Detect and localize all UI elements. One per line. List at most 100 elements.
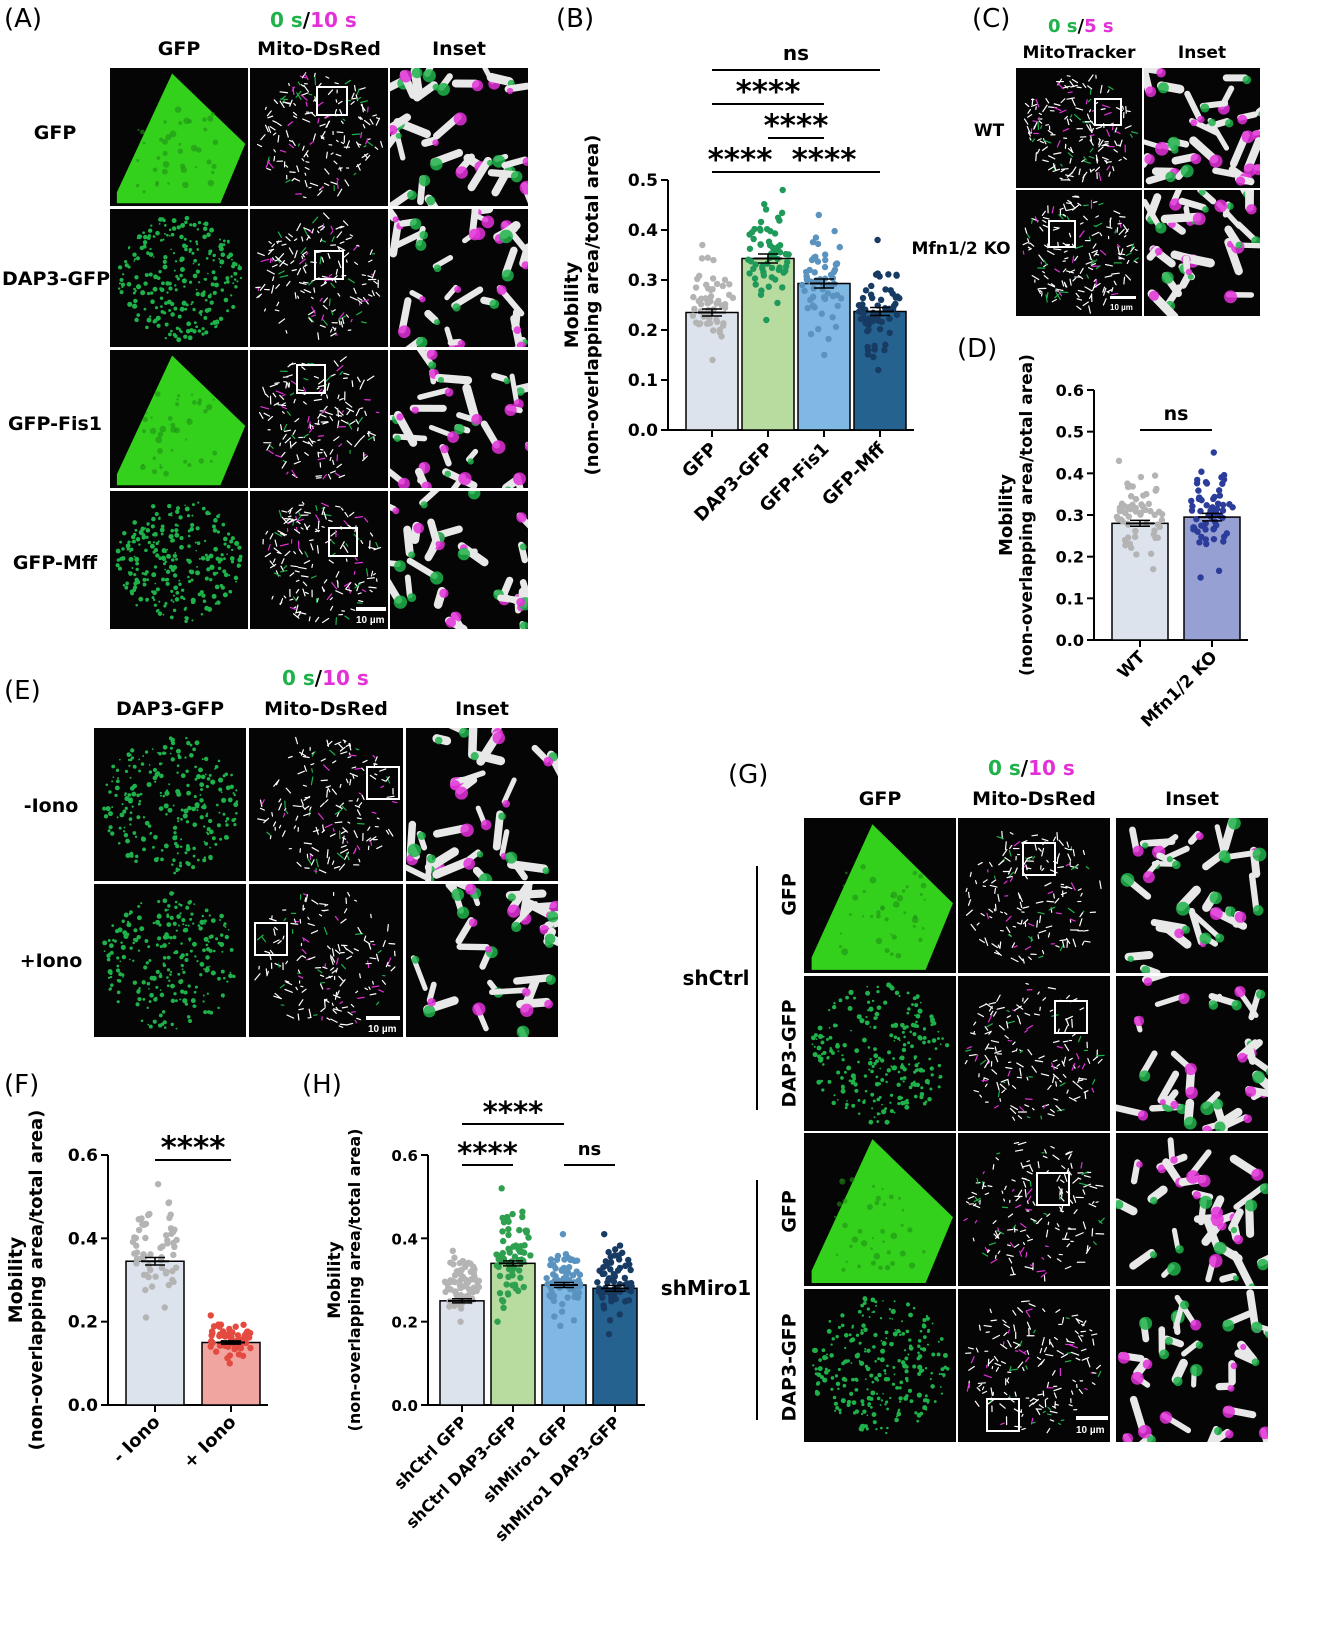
data-point [559,1230,567,1238]
data-point [761,200,768,208]
data-point [814,258,822,265]
mito-image [958,1133,1110,1286]
data-point [457,1318,464,1325]
gfp-image [804,976,956,1131]
data-point [465,1259,472,1267]
data-point [625,1256,632,1264]
data-point [550,1292,558,1300]
data-point [691,305,698,313]
time-separator: / [1020,756,1029,780]
inset-box [1048,220,1076,248]
data-point [876,325,884,333]
data-point [818,310,826,317]
data-point [458,1283,465,1290]
data-point [165,1281,173,1289]
y-tick-label: 0.6 [68,1146,98,1166]
data-point [716,329,723,336]
data-point [142,1234,149,1242]
data-point [157,1244,164,1252]
data-point [607,1290,614,1298]
inset-box [1022,842,1056,876]
data-point [698,255,706,262]
data-point [859,294,867,302]
data-point [1197,574,1204,581]
data-point [614,1267,622,1274]
data-point [517,1274,524,1281]
y-tick-label: 0.2 [391,1314,418,1332]
data-point [232,1323,239,1330]
significance-label: **** [161,1130,226,1166]
time-start: 0 s [988,756,1021,780]
data-point [1202,526,1209,533]
y-tick-label: 0.6 [391,1147,418,1165]
time-start: 0 s [282,666,315,690]
data-point [710,327,717,334]
panel-g-time-legend: 0 s/10 s [988,758,1075,778]
data-point [457,1291,465,1299]
data-point [170,1239,177,1247]
data-point [1132,527,1139,535]
data-point [1147,507,1154,515]
panel-e-col-header-inset: Inset [455,698,509,720]
data-point [606,1317,614,1324]
y-axis-label: Mobility [325,1241,345,1318]
data-point [750,235,757,243]
data-point [1122,542,1129,549]
data-point [1127,493,1135,500]
data-point [746,245,754,252]
data-point [757,291,765,298]
data-point [146,1210,153,1218]
panel-a-row-dap3: DAP3-GFP [2,268,111,290]
data-point [142,1286,149,1294]
data-point [814,240,822,248]
mito-image [1016,190,1142,316]
data-point [821,251,829,258]
inset-box [1036,1172,1070,1206]
data-point [550,1297,558,1305]
data-point [564,1294,571,1301]
mito-image [250,68,388,206]
data-point [810,254,818,261]
mito-image [250,491,388,629]
data-point [147,1251,154,1258]
data-point [560,1275,567,1282]
y-axis-label-2: (non-overlapping area/total area) [582,135,603,476]
panel-g-row-gfp-1: GFP [778,873,801,916]
panel-e-row-minus-iono: -Iono [23,795,79,817]
data-point [1210,449,1217,456]
panel-a-col-header-mito: Mito-DsRed [257,38,381,60]
data-point [447,1277,454,1284]
data-point [450,1261,457,1268]
data-point [868,317,876,324]
data-point [575,1282,582,1290]
gfp-image [110,350,248,488]
data-point [815,211,823,219]
data-point [763,316,770,324]
data-point [774,299,781,307]
data-point [162,1232,170,1239]
inset-image [390,350,528,488]
data-point [496,1272,504,1280]
data-point [454,1301,462,1308]
data-point [543,1274,550,1282]
data-point [721,300,729,308]
panel-c-col-header-mitotracker: MitoTracker [1022,43,1136,63]
data-point [762,206,770,213]
data-point [562,1250,570,1258]
data-point [625,1297,633,1304]
data-point [627,1266,634,1274]
data-point [1190,526,1197,533]
gfp-image [110,491,248,629]
data-point [621,1274,629,1282]
data-point [226,1352,234,1359]
group-bracket [756,1180,758,1420]
panel-a-row-fis1: GFP-Fis1 [7,413,103,435]
scale-bar [366,1016,400,1020]
data-point [834,302,841,310]
y-axis-label: Mobility [996,474,1017,556]
data-point [505,1231,512,1239]
data-point [1220,538,1227,545]
data-point [1152,487,1159,494]
data-point [886,315,893,322]
data-point [1137,509,1145,516]
